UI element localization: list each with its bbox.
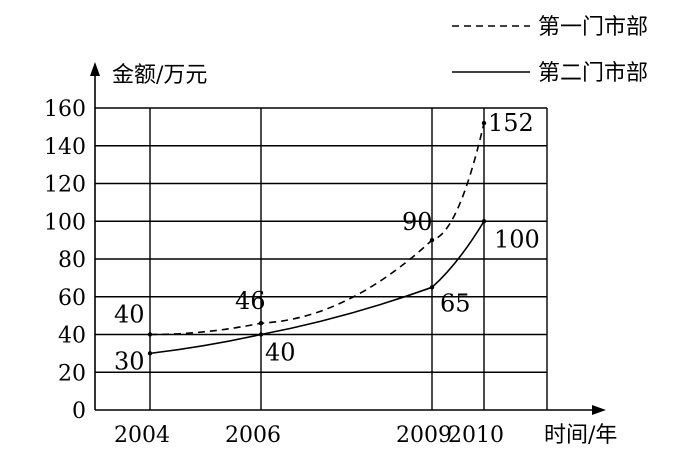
data-label-series-2: 65: [440, 289, 471, 317]
data-labels: 40 46 90 152 30 40 65 100: [114, 109, 540, 375]
y-tick-label: 120: [44, 173, 86, 198]
series-2-point: [258, 332, 264, 337]
series-lines: [147, 120, 487, 356]
y-tick-label: 160: [44, 97, 86, 122]
data-label-series-2: 40: [265, 339, 296, 367]
data-label-series-2: 30: [114, 347, 145, 375]
axes: [90, 62, 606, 415]
series-2-point: [147, 351, 153, 356]
data-label-series-1: 90: [402, 208, 433, 236]
x-tick-label: 2010: [448, 423, 504, 448]
grid: [95, 107, 548, 410]
series-1-point: [429, 237, 435, 243]
y-tick-label: 140: [44, 135, 86, 160]
y-tick-label: 40: [58, 324, 86, 349]
x-tick-label: 2004: [114, 423, 170, 448]
series-1-point: [147, 332, 153, 337]
series-1-point: [481, 120, 487, 126]
series-1-point: [258, 320, 264, 326]
x-axis-title: 时间/年: [544, 423, 617, 448]
series-line-2: [149, 220, 485, 355]
y-axis-title: 金额/万元: [112, 63, 207, 88]
x-tick-label: 2009: [396, 423, 452, 448]
x-tick-label: 2006: [225, 423, 281, 448]
data-label-series-2: 100: [494, 225, 540, 253]
legend-label-series-1: 第一门市部: [538, 15, 648, 40]
y-tick-label: 60: [58, 286, 86, 311]
data-label-series-1: 40: [114, 301, 145, 329]
y-axis-arrow: [90, 62, 100, 76]
series-line-1: [149, 122, 485, 336]
data-label-series-1: 46: [235, 287, 266, 315]
y-tick-label: 100: [44, 210, 86, 235]
y-tick-label: 0: [72, 399, 86, 424]
legend: 第一门市部 第二门市部: [452, 15, 648, 86]
x-axis-arrow: [592, 405, 606, 415]
data-label-series-1: 152: [488, 109, 534, 137]
y-tick-label: 20: [58, 361, 86, 386]
series-2-point: [429, 285, 435, 290]
series-2-point: [481, 219, 487, 224]
legend-label-series-2: 第二门市部: [538, 61, 648, 86]
y-tick-label: 80: [58, 248, 86, 273]
